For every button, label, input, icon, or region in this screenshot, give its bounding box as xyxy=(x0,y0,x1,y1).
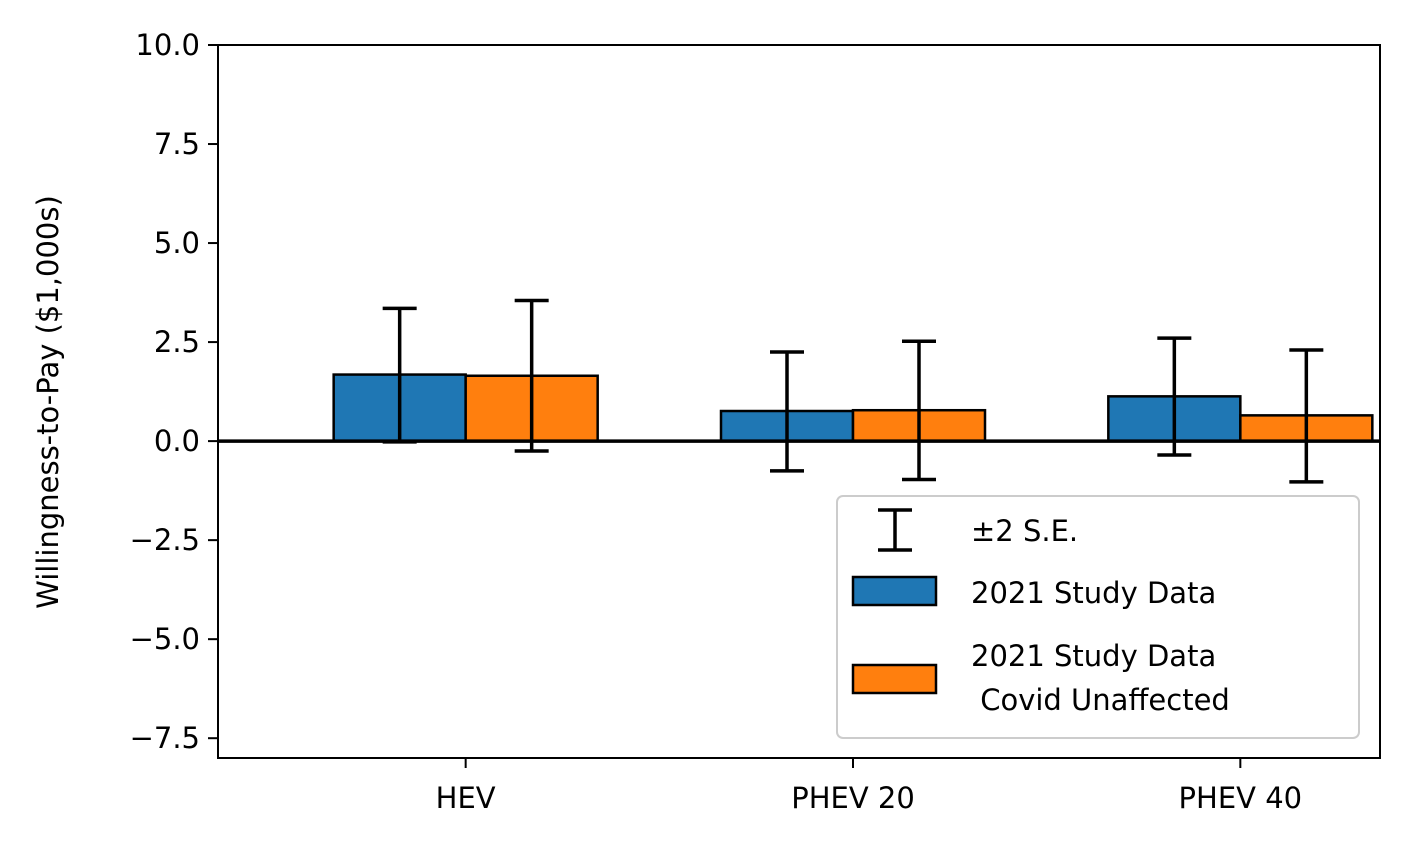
y-tick-label: −7.5 xyxy=(130,721,200,755)
legend-label-covid-line2: Covid Unaffected xyxy=(971,683,1230,717)
plot-frame xyxy=(217,44,1381,759)
x-tick-label: PHEV 40 xyxy=(1179,781,1303,815)
legend-swatch-covid xyxy=(851,663,938,695)
legend-errorbar-icon xyxy=(878,508,912,552)
y-axis-label: Willingness-to-Pay ($1,000s) xyxy=(31,195,65,609)
y-tick-label: 0.0 xyxy=(154,424,200,458)
x-axis: HEV PHEV 20 PHEV 40 xyxy=(436,758,1302,815)
legend-label-covid-line1: 2021 Study Data xyxy=(971,639,1216,673)
legend: ±2 S.E. 2021 Study Data 2021 Study Data … xyxy=(836,495,1360,739)
y-tick-label: 5.0 xyxy=(154,226,200,260)
legend-swatch-2021 xyxy=(851,575,938,607)
error-bars-group xyxy=(382,298,1324,484)
y-tick-label: 10.0 xyxy=(135,28,200,62)
y-tick-label: −2.5 xyxy=(130,523,200,557)
x-tick-label: PHEV 20 xyxy=(791,781,915,815)
y-tick-label: 7.5 xyxy=(154,127,200,161)
legend-label-se: ±2 S.E. xyxy=(971,514,1078,548)
y-axis: −7.5 −5.0 −2.5 0.0 2.5 5.0 7.5 10.0 xyxy=(130,28,218,755)
x-tick-label: HEV xyxy=(436,781,496,815)
y-tick-label: 2.5 xyxy=(154,325,200,359)
legend-label-2021: 2021 Study Data xyxy=(971,576,1216,610)
y-tick-label: −5.0 xyxy=(130,622,200,656)
legend-frame xyxy=(836,495,1360,739)
